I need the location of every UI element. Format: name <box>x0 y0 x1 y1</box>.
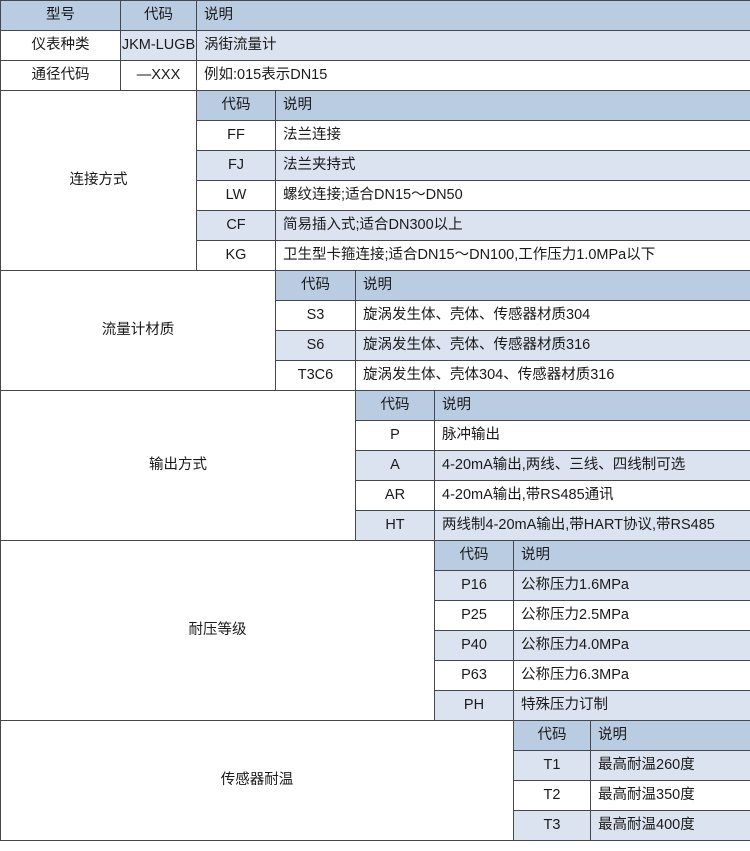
desc-cell: 最高耐温350度 <box>589 780 750 811</box>
table-row: P25 公称压力2.5MPa <box>1 600 750 631</box>
section-pressure-header-desc: 说明 <box>512 540 750 571</box>
section-connection-header-row: 连接方式 代码 说明 <box>0 90 750 271</box>
desc-cell: 脉冲输出 <box>433 420 750 451</box>
section-label-temperature: 传感器耐温 <box>0 720 514 841</box>
row-desc-instrument-type: 涡街流量计 <box>195 30 750 61</box>
table-row: T2 最高耐温350度 <box>1 780 750 811</box>
code-cell: FF <box>196 120 276 151</box>
section-connection-header-code: 代码 <box>196 90 276 121</box>
desc-cell: 旋涡发生体、壳体、传感器材质304 <box>354 300 750 331</box>
code-cell: LW <box>196 180 276 211</box>
desc-cell: 4-20mA输出,带RS485通讯 <box>433 480 750 511</box>
code-cell: S3 <box>275 300 356 331</box>
section-label-connection: 连接方式 <box>0 90 197 271</box>
desc-cell: 卫生型卡箍连接;适合DN15～DN100,工作压力1.0MPa以下 <box>274 240 750 271</box>
code-cell: CF <box>196 210 276 241</box>
row-code-instrument-type: JKM-LUGB <box>120 30 197 61</box>
table-row: AR 4-20mA输出,带RS485通讯 <box>1 480 750 511</box>
section-material-header-row: 流量计材质 代码 说明 <box>0 270 750 391</box>
row-code-bore-code: —XXX <box>120 60 197 91</box>
section-material-header-desc: 说明 <box>354 270 750 301</box>
section-output-header-row: 输出方式 代码 说明 <box>0 390 750 541</box>
column-header-model: 型号 <box>0 0 121 31</box>
table-row: T1 最高耐温260度 <box>1 750 750 781</box>
column-header-code: 代码 <box>120 0 197 31</box>
code-cell: T3C6 <box>275 360 356 391</box>
section-pressure-header-row: 耐压等级 代码 说明 <box>0 540 750 721</box>
code-cell: P40 <box>434 630 514 661</box>
row-label-instrument-type: 仪表种类 <box>0 30 121 61</box>
desc-cell: 简易插入式;适合DN300以上 <box>274 210 750 241</box>
section-pressure-header-code: 代码 <box>434 540 514 571</box>
table-row: T3 最高耐温400度 <box>1 810 750 841</box>
table-row: FJ 法兰夹持式 <box>1 150 750 181</box>
code-cell: FJ <box>196 150 276 181</box>
desc-cell: 最高耐温400度 <box>589 810 750 841</box>
table-row: KG 卫生型卡箍连接;适合DN15～DN100,工作压力1.0MPa以下 <box>1 240 750 271</box>
desc-cell: 公称压力1.6MPa <box>512 570 750 601</box>
table-row: P 脉冲输出 <box>1 420 750 451</box>
desc-cell: 公称压力2.5MPa <box>512 600 750 631</box>
section-output-header-desc: 说明 <box>433 390 750 421</box>
section-temperature-header-desc: 说明 <box>589 720 750 751</box>
section-material-header-code: 代码 <box>275 270 356 301</box>
table-row: LW 螺纹连接;适合DN15～DN50 <box>1 180 750 211</box>
row-desc-bore-code: 例如:015表示DN15 <box>195 60 750 91</box>
code-cell: HT <box>355 510 435 541</box>
table-row: A 4-20mA输出,两线、三线、四线制可选 <box>1 450 750 481</box>
table-row-instrument-type: 仪表种类 JKM-LUGB 涡街流量计 <box>0 30 750 61</box>
section-label-material: 流量计材质 <box>0 270 276 391</box>
desc-cell: 4-20mA输出,两线、三线、四线制可选 <box>433 450 750 481</box>
desc-cell: 螺纹连接;适合DN15～DN50 <box>274 180 750 211</box>
column-header-desc: 说明 <box>195 0 750 31</box>
code-cell: S6 <box>275 330 356 361</box>
table-row: T3C6 旋涡发生体、壳体304、传感器材质316 <box>1 360 750 391</box>
section-label-pressure: 耐压等级 <box>0 540 435 721</box>
code-cell: KG <box>196 240 276 271</box>
desc-cell: 旋涡发生体、壳体304、传感器材质316 <box>354 360 750 391</box>
code-cell: A <box>355 450 435 481</box>
desc-cell: 法兰连接 <box>274 120 750 151</box>
section-label-output: 输出方式 <box>0 390 356 541</box>
code-cell: T1 <box>513 750 591 781</box>
desc-cell: 旋涡发生体、壳体、传感器材质316 <box>354 330 750 361</box>
desc-cell: 公称压力6.3MPa <box>512 660 750 691</box>
desc-cell: 最高耐温260度 <box>589 750 750 781</box>
code-cell: PH <box>434 690 514 721</box>
section-connection-header-desc: 说明 <box>274 90 750 121</box>
table-header-row: 型号 代码 说明 <box>0 0 750 31</box>
section-output-header-code: 代码 <box>355 390 435 421</box>
table-row: CF 简易插入式;适合DN300以上 <box>1 210 750 241</box>
table-row: HT 两线制4-20mA输出,带HART协议,带RS485 <box>1 510 750 541</box>
desc-cell: 法兰夹持式 <box>274 150 750 181</box>
code-cell: P16 <box>434 570 514 601</box>
desc-cell: 特殊压力订制 <box>512 690 750 721</box>
table-row: P16 公称压力1.6MPa <box>1 570 750 601</box>
row-label-bore-code: 通径代码 <box>0 60 121 91</box>
table-row-bore-code: 通径代码 —XXX 例如:015表示DN15 <box>0 60 750 91</box>
code-cell: P <box>355 420 435 451</box>
code-cell: P63 <box>434 660 514 691</box>
desc-cell: 公称压力4.0MPa <box>512 630 750 661</box>
code-cell: T2 <box>513 780 591 811</box>
section-temperature-header-code: 代码 <box>513 720 591 751</box>
code-cell: AR <box>355 480 435 511</box>
code-cell: T3 <box>513 810 591 841</box>
desc-cell: 两线制4-20mA输出,带HART协议,带RS485 <box>433 510 750 541</box>
table-row: PH 特殊压力订制 <box>1 690 750 721</box>
code-cell: P25 <box>434 600 514 631</box>
table-row: S6 旋涡发生体、壳体、传感器材质316 <box>1 330 750 361</box>
section-temperature-header-row: 传感器耐温 代码 说明 <box>0 720 750 841</box>
